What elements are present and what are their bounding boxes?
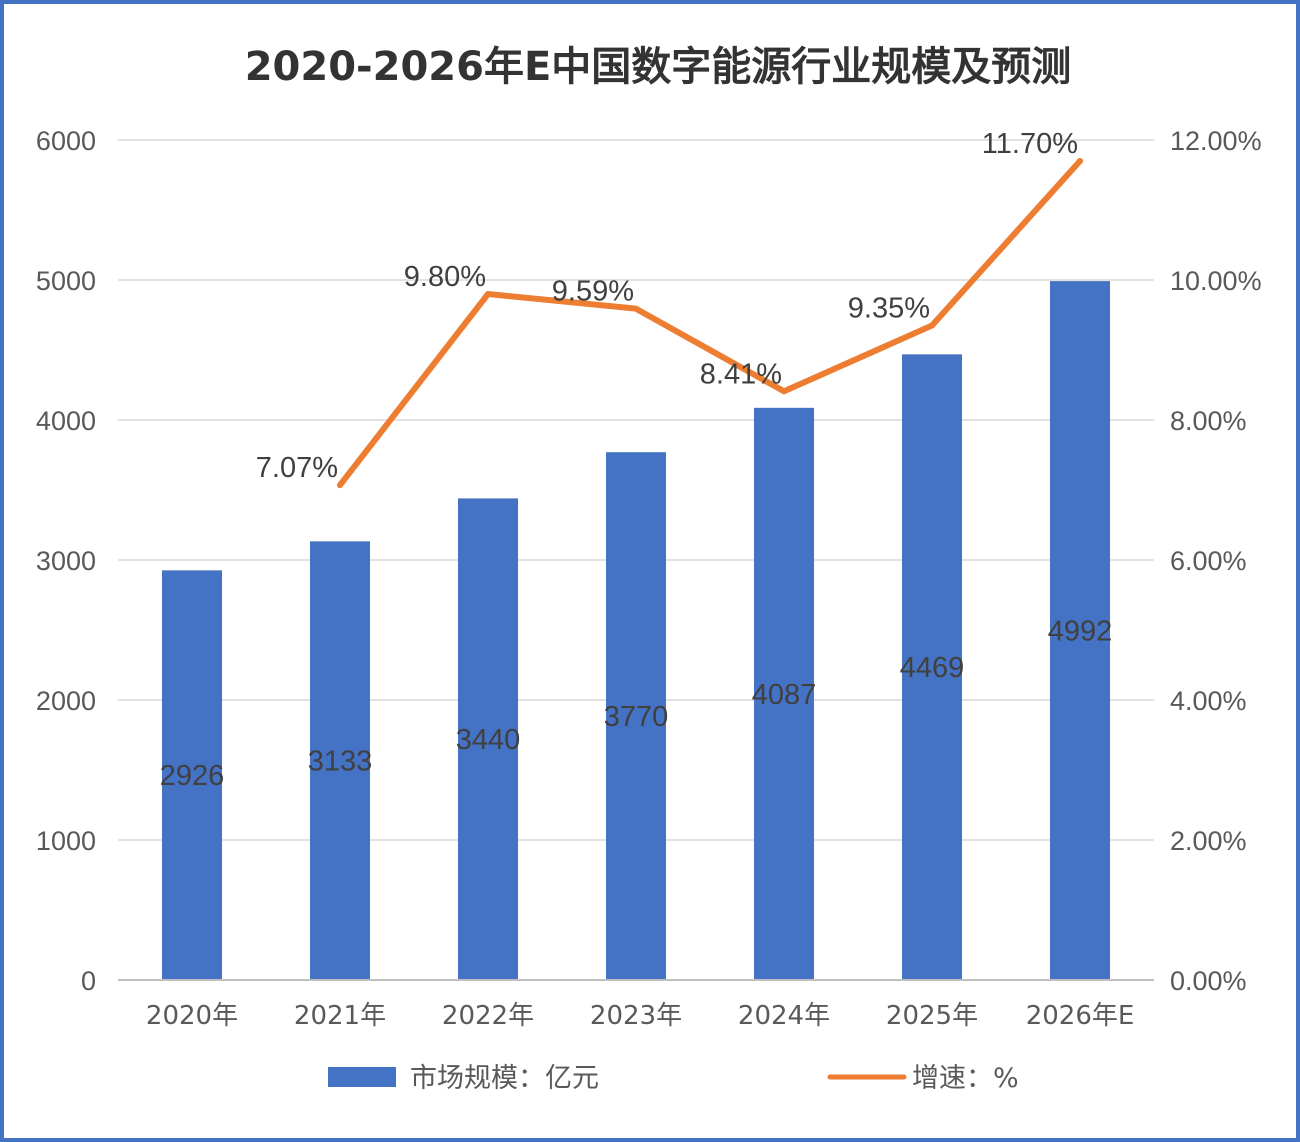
bar [902,354,962,981]
line-point [781,388,787,395]
y-left-tick-label: 0 [81,966,96,996]
line-value-label: 8.41% [700,358,782,390]
line-value-label: 7.07% [256,452,338,484]
legend-label-line: 增速：% [912,1063,1019,1094]
y-right-tick-label: 8.00% [1170,406,1247,436]
y-left-tick-label: 6000 [36,126,96,156]
line-point [1077,158,1083,164]
line-value-label: 9.35% [848,293,930,325]
y-right-tick-label: 6.00% [1170,546,1247,576]
x-tick-label: 2026年E [1026,1001,1135,1031]
legend-swatch-bar [328,1067,396,1087]
line-point [929,322,935,329]
bar-value-label: 4469 [900,652,965,684]
legend-label-bar: 市场规模：亿元 [410,1063,599,1094]
y-left-tick-label: 5000 [36,266,96,296]
bar-value-label: 4087 [752,679,817,711]
line-point [485,291,491,297]
legend: 市场规模：亿元 增速：% [328,1063,1019,1094]
x-tick-label: 2024年 [738,1001,830,1031]
chart-title: 2020-2026年E中国数字能源行业规模及预测 [245,44,1072,90]
bar [458,498,518,980]
bar-value-label: 2926 [160,760,225,792]
line-value-label: 9.80% [404,261,486,293]
growth-line [337,158,1083,489]
y-left-tick-label: 4000 [36,406,96,436]
y-right-tick-label: 10.00% [1170,266,1262,296]
y-left-tick-label: 1000 [36,826,96,856]
bar-value-label: 3440 [456,724,521,756]
bar [1050,281,1110,980]
y-right-tick-label: 2.00% [1170,826,1247,856]
y-right-tick-label: 4.00% [1170,686,1247,716]
bar-value-label: 4992 [1048,616,1113,648]
bar [310,541,370,980]
line-point [337,482,343,489]
line-point [633,305,639,312]
chart-canvas: 2020-2026年E中国数字能源行业规模及预测 0 0.00% 1000 2.00%… [36,44,1262,1094]
bar-value-label: 3133 [308,746,373,778]
bar [754,407,814,980]
x-tick-label: 2022年 [442,1001,534,1031]
x-tick-label: 2021年 [294,1001,386,1031]
bar [606,452,666,980]
y-left-tick-label: 3000 [36,546,96,576]
y-right-tick-label: 0.00% [1170,966,1247,996]
line-value-label: 11.70% [982,128,1078,160]
x-tick-label: 2020年 [146,1001,238,1031]
bar-series [162,281,1110,981]
line-series [337,158,1083,489]
y-left-tick-label: 2000 [36,686,96,716]
line-value-label: 9.59% [552,276,634,308]
bar-value-label: 3770 [604,701,669,733]
y-right-tick-label: 12.00% [1170,126,1262,156]
bar [162,570,222,980]
x-tick-label: 2025年 [886,1001,978,1031]
x-tick-label: 2023年 [590,1001,682,1031]
axes: 0 0.00% 1000 2.00% 2000 4.00% 3000 6.00% 4000 8.0… [36,126,1262,1031]
data-labels: 2926 3133 3440 3770 4087 4469 4992 7.07% 9.80% 9.… [160,128,1113,792]
